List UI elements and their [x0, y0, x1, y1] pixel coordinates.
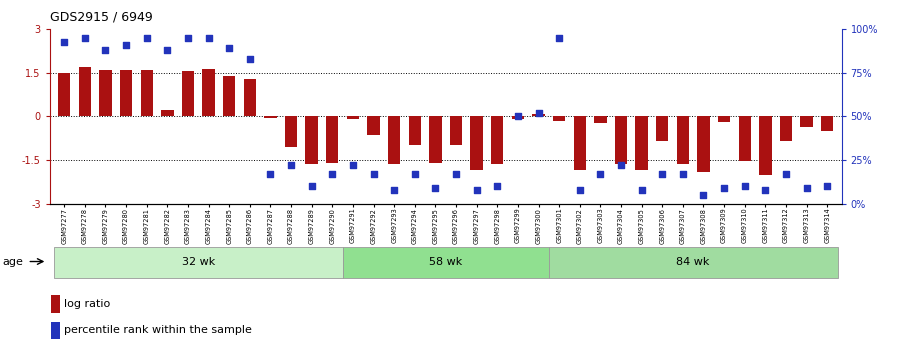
Point: [160, 48, 175, 53]
Point: [738, 184, 752, 189]
Point: [325, 171, 339, 177]
Bar: [100, 70, 111, 117]
Bar: [388, 117, 400, 164]
Point: [346, 162, 360, 168]
Bar: [553, 117, 566, 121]
Bar: [51, 295, 60, 313]
Point: [78, 35, 92, 41]
Point: [490, 184, 504, 189]
Text: percentile rank within the sample: percentile rank within the sample: [64, 325, 252, 335]
Text: log ratio: log ratio: [64, 299, 110, 309]
Point: [407, 171, 422, 177]
Point: [263, 171, 278, 177]
Point: [696, 192, 710, 198]
Bar: [614, 117, 627, 164]
Point: [676, 171, 691, 177]
Bar: [532, 114, 545, 117]
Point: [531, 110, 546, 116]
Bar: [119, 70, 132, 117]
Point: [387, 187, 402, 193]
Bar: [326, 117, 338, 163]
Bar: [203, 69, 214, 117]
Point: [139, 35, 154, 41]
Point: [614, 162, 628, 168]
Bar: [471, 117, 483, 170]
Point: [799, 185, 814, 191]
Point: [593, 171, 607, 177]
Text: 84 wk: 84 wk: [676, 257, 710, 266]
Bar: [429, 117, 442, 163]
Bar: [738, 117, 751, 161]
Text: 32 wk: 32 wk: [182, 257, 214, 266]
Point: [201, 35, 215, 41]
Point: [99, 48, 113, 53]
Bar: [140, 70, 153, 117]
Point: [181, 35, 195, 41]
Bar: [450, 117, 462, 146]
Point: [243, 56, 257, 62]
Point: [449, 171, 463, 177]
Point: [510, 114, 525, 119]
Bar: [759, 117, 772, 175]
Point: [119, 42, 133, 48]
Bar: [511, 117, 524, 119]
Bar: [548, 247, 837, 278]
Bar: [285, 117, 297, 147]
Point: [470, 187, 484, 193]
Text: age: age: [3, 257, 24, 266]
Bar: [718, 117, 730, 122]
Bar: [264, 117, 277, 118]
Bar: [54, 247, 343, 278]
Bar: [574, 117, 586, 170]
Point: [717, 185, 731, 191]
Bar: [595, 117, 606, 123]
Bar: [243, 79, 256, 117]
Bar: [51, 322, 60, 339]
Point: [284, 162, 299, 168]
Bar: [491, 117, 503, 164]
Bar: [182, 71, 195, 117]
Point: [820, 184, 834, 189]
Point: [57, 39, 71, 44]
Text: GDS2915 / 6949: GDS2915 / 6949: [50, 10, 153, 23]
Point: [222, 46, 236, 51]
Point: [655, 171, 670, 177]
Point: [634, 187, 649, 193]
Bar: [343, 247, 548, 278]
Bar: [635, 117, 648, 170]
Bar: [367, 117, 380, 135]
Bar: [79, 67, 91, 117]
Point: [367, 171, 381, 177]
Bar: [408, 117, 421, 146]
Bar: [347, 117, 359, 119]
Bar: [780, 117, 792, 141]
Point: [573, 187, 587, 193]
Point: [758, 187, 773, 193]
Bar: [800, 117, 813, 127]
Point: [428, 185, 443, 191]
Bar: [821, 117, 834, 131]
Bar: [161, 110, 174, 117]
Bar: [223, 76, 235, 117]
Bar: [697, 117, 710, 171]
Point: [304, 184, 319, 189]
Text: 58 wk: 58 wk: [429, 257, 462, 266]
Bar: [58, 73, 71, 117]
Bar: [306, 117, 318, 164]
Point: [552, 35, 567, 41]
Point: [778, 171, 793, 177]
Bar: [656, 117, 669, 141]
Bar: [677, 117, 689, 164]
